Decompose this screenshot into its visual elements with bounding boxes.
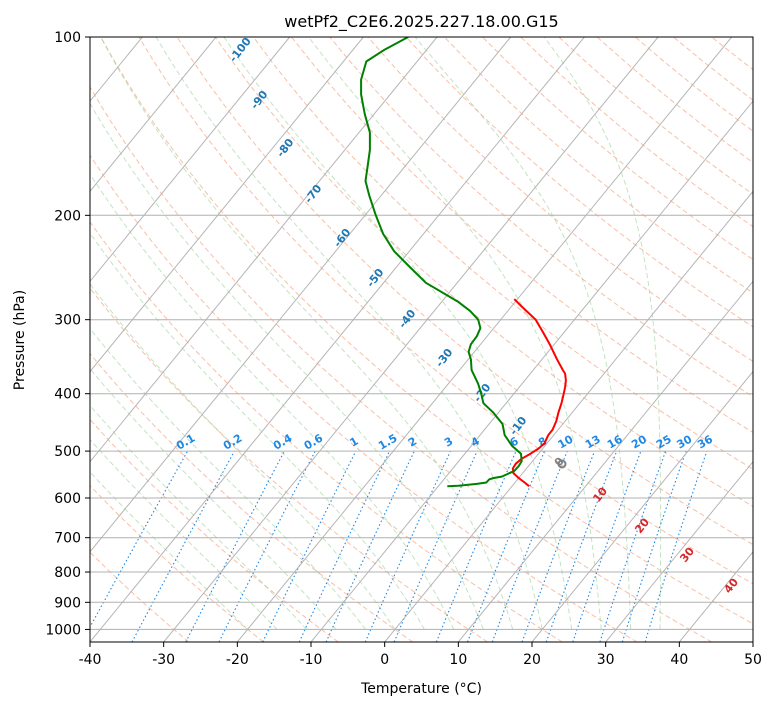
moist-adiabat bbox=[90, 283, 396, 630]
mixing-ratio-line bbox=[545, 450, 618, 642]
x-tick-label: 50 bbox=[744, 652, 762, 668]
moist-adiabat bbox=[90, 232, 425, 630]
isotherm-line bbox=[236, 37, 733, 642]
isotherm-line bbox=[163, 37, 659, 642]
y-tick-label: 600 bbox=[54, 491, 81, 507]
moist-adiabat bbox=[308, 37, 602, 630]
dry-adiabat bbox=[90, 484, 264, 642]
y-tick-label: 200 bbox=[54, 208, 81, 224]
isotherm-line bbox=[90, 37, 217, 193]
dry-adiabat bbox=[444, 37, 753, 294]
isotherm-line bbox=[457, 280, 753, 642]
y-tick-label: 100 bbox=[54, 30, 81, 46]
mixing-ratio-line bbox=[491, 450, 568, 642]
y-tick-label: 300 bbox=[54, 313, 81, 329]
x-tick-label: -10 bbox=[300, 652, 323, 668]
mixing-ratio-line bbox=[131, 450, 235, 642]
series-layer bbox=[360, 37, 567, 488]
isotherm-line bbox=[310, 100, 753, 642]
isotherm-line bbox=[90, 37, 438, 463]
isotherm-line bbox=[605, 460, 753, 642]
chart-title: wetPf2_C2E6.2025.227.18.00.G15 bbox=[284, 12, 558, 32]
isotherm-line bbox=[90, 37, 585, 642]
dry-adiabat bbox=[329, 37, 753, 398]
dry-adiabat bbox=[291, 37, 753, 434]
x-tick-label: 0 bbox=[380, 652, 389, 668]
y-tick-label: 900 bbox=[54, 595, 81, 611]
x-tick-label: 10 bbox=[449, 652, 467, 668]
dry-adiabat bbox=[90, 221, 563, 642]
mixing-ratio-line bbox=[393, 450, 478, 642]
moist-adiabat bbox=[223, 37, 573, 630]
y-tick-label: 1000 bbox=[45, 622, 81, 638]
dry-adiabat bbox=[214, 37, 753, 507]
moist-adiabat bbox=[414, 37, 632, 630]
dry-adiabat bbox=[90, 86, 712, 642]
mixing-ratio-line bbox=[644, 450, 708, 642]
dry-adiabat bbox=[749, 37, 753, 41]
x-tick-label: -20 bbox=[226, 652, 249, 668]
mixing-ratio-line bbox=[572, 450, 642, 642]
mixing-ratio-line bbox=[466, 450, 546, 642]
moist-adiabat bbox=[155, 37, 543, 630]
plot-frame bbox=[89, 36, 754, 643]
x-tick-label: 40 bbox=[670, 652, 688, 668]
x-axis-label: Temperature (°C) bbox=[360, 681, 482, 697]
dry-adiabat bbox=[90, 287, 488, 642]
mixing-ratio-line bbox=[364, 450, 452, 642]
isotherm-line bbox=[384, 190, 753, 642]
dry-adiabat bbox=[90, 352, 414, 642]
moist-adiabat bbox=[90, 404, 307, 630]
x-tick-label: -30 bbox=[152, 652, 175, 668]
dry-adiabat bbox=[90, 418, 339, 642]
isotherm-line bbox=[90, 37, 291, 283]
dry-adiabat bbox=[138, 37, 753, 585]
y-tick-label: 800 bbox=[54, 565, 81, 581]
plot-background bbox=[90, 37, 753, 642]
background-lines bbox=[0, 37, 753, 642]
mixing-ratio-line bbox=[599, 450, 667, 642]
x-tick-label: -40 bbox=[79, 652, 102, 668]
moist-adiabat bbox=[543, 37, 662, 630]
isotherm-line bbox=[90, 37, 364, 373]
y-axis: 100 200 300 400 500 600 700 800 900 1000 bbox=[45, 30, 90, 638]
moist-adiabat bbox=[90, 471, 248, 630]
isotherm-line bbox=[531, 370, 753, 642]
isotherm-line bbox=[90, 37, 512, 553]
y-tick-label: 400 bbox=[54, 387, 81, 403]
temperature-profile bbox=[511, 298, 567, 487]
lcl-marker bbox=[557, 459, 567, 469]
dewpoint-profile bbox=[360, 37, 523, 488]
mixing-ratio-line bbox=[435, 450, 517, 642]
moist-adiabat bbox=[90, 102, 484, 630]
moist-adiabat bbox=[90, 173, 455, 630]
x-tick-label: 20 bbox=[523, 652, 541, 668]
moist-adiabat bbox=[90, 438, 278, 630]
dry-adiabat bbox=[100, 37, 753, 625]
x-axis: -40 -30 -20 -10 0 10 20 30 40 50 bbox=[79, 642, 762, 668]
dry-adiabat bbox=[405, 37, 753, 328]
mixing-ratio-line bbox=[521, 450, 596, 642]
x-tick-label: 30 bbox=[597, 652, 615, 668]
mixing-ratio-line bbox=[621, 450, 687, 642]
y-axis-label: Pressure (hPa) bbox=[12, 290, 28, 390]
moist-adiabat bbox=[90, 327, 366, 630]
y-tick-label: 700 bbox=[54, 531, 81, 547]
dry-adiabat bbox=[90, 154, 638, 642]
y-tick-label: 500 bbox=[54, 444, 81, 460]
mixing-ratio-line bbox=[218, 450, 316, 642]
dry-adiabat bbox=[90, 551, 190, 642]
moist-adiabat bbox=[100, 37, 514, 630]
mixing-ratio-line bbox=[90, 450, 188, 629]
isotherm-line bbox=[0, 37, 69, 642]
isotherm-line bbox=[752, 641, 753, 642]
